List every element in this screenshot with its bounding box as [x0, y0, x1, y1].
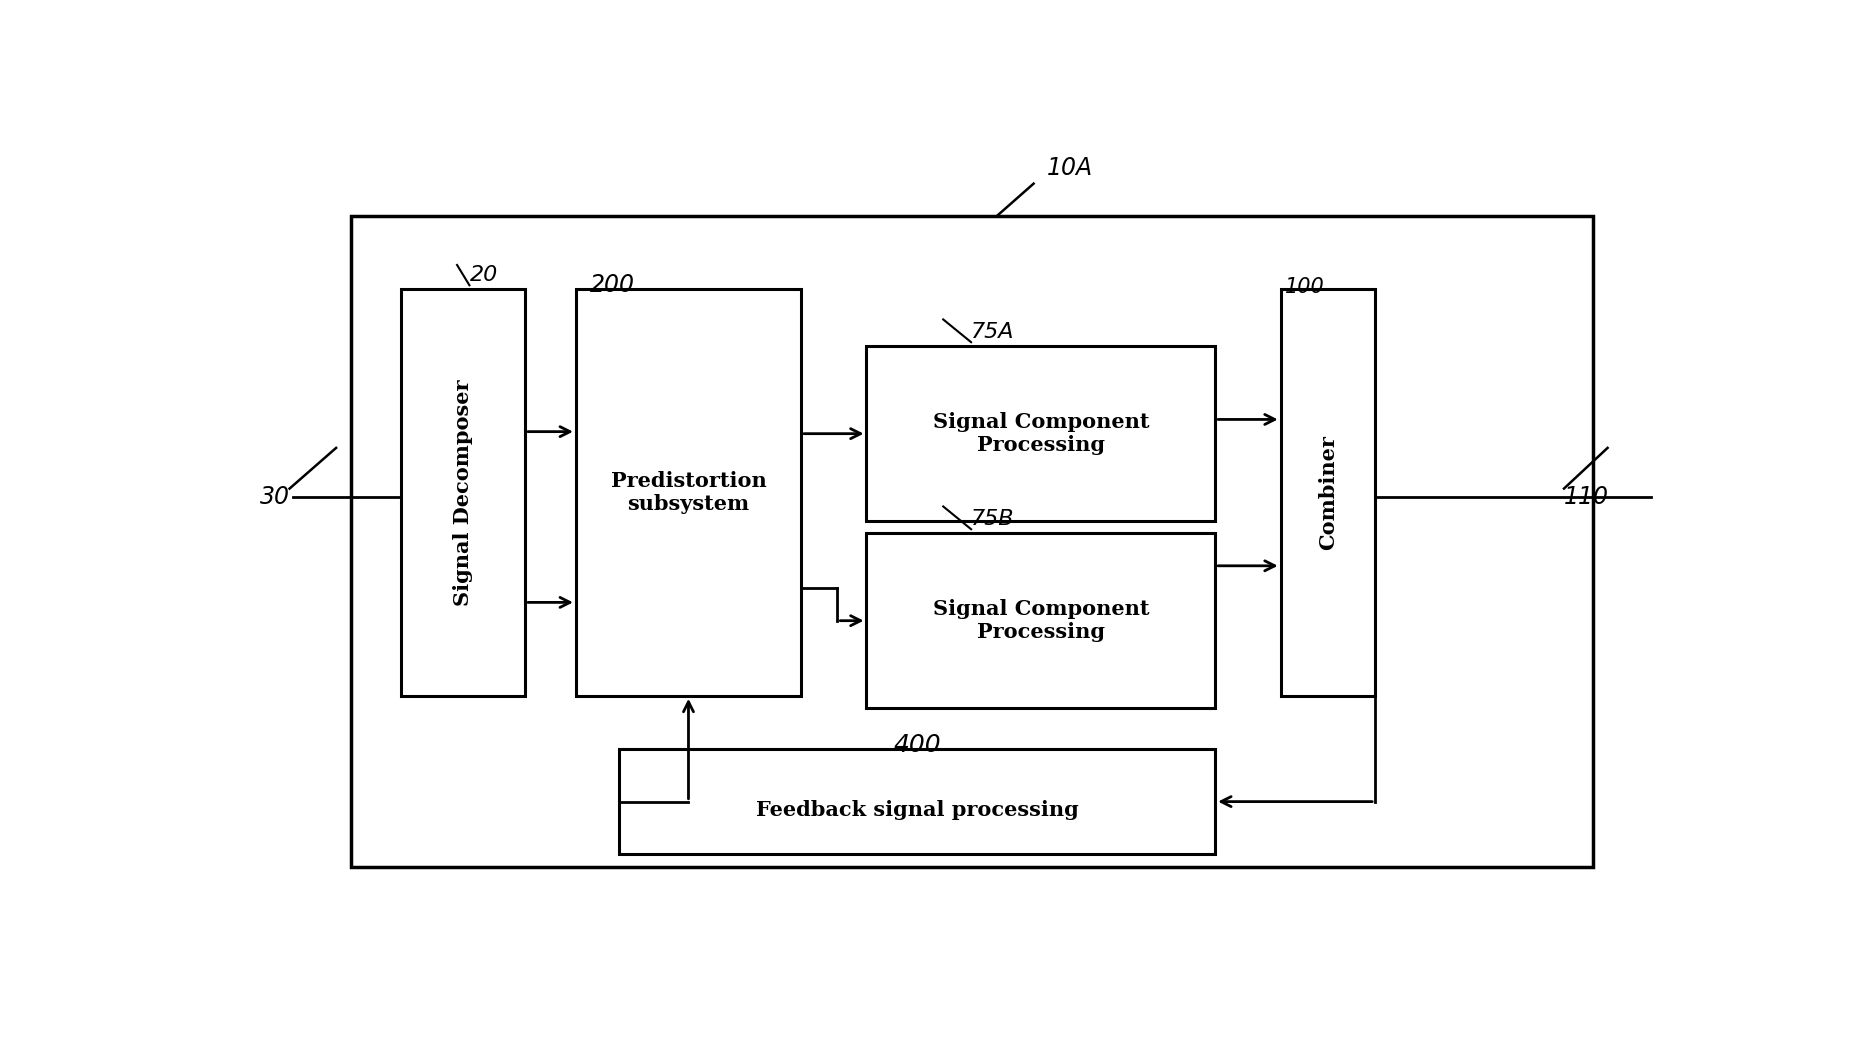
Bar [401, 289, 525, 696]
Text: 20: 20 [469, 265, 497, 285]
Text: 75B: 75B [971, 509, 1014, 529]
Text: 30: 30 [261, 485, 291, 509]
Bar [866, 533, 1215, 709]
Bar [619, 749, 1215, 854]
Text: Signal Component
Processing: Signal Component Processing [932, 412, 1149, 455]
Text: Feedback signal processing: Feedback signal processing [756, 799, 1078, 819]
Text: Predistortion
subsystem: Predistortion subsystem [611, 471, 767, 514]
Text: 75A: 75A [971, 322, 1014, 342]
Text: Signal Component
Processing: Signal Component Processing [932, 599, 1149, 642]
Text: 10A: 10A [1046, 155, 1093, 180]
Text: Signal Decomposer: Signal Decomposer [454, 379, 472, 606]
Text: Combiner: Combiner [1318, 435, 1339, 550]
Text: 400: 400 [894, 733, 941, 757]
Bar [351, 216, 1594, 867]
Bar [576, 289, 801, 696]
Bar [1281, 289, 1374, 696]
Bar [866, 346, 1215, 521]
Text: 100: 100 [1284, 278, 1326, 298]
Text: 200: 200 [591, 274, 636, 298]
Text: 110: 110 [1564, 485, 1609, 509]
